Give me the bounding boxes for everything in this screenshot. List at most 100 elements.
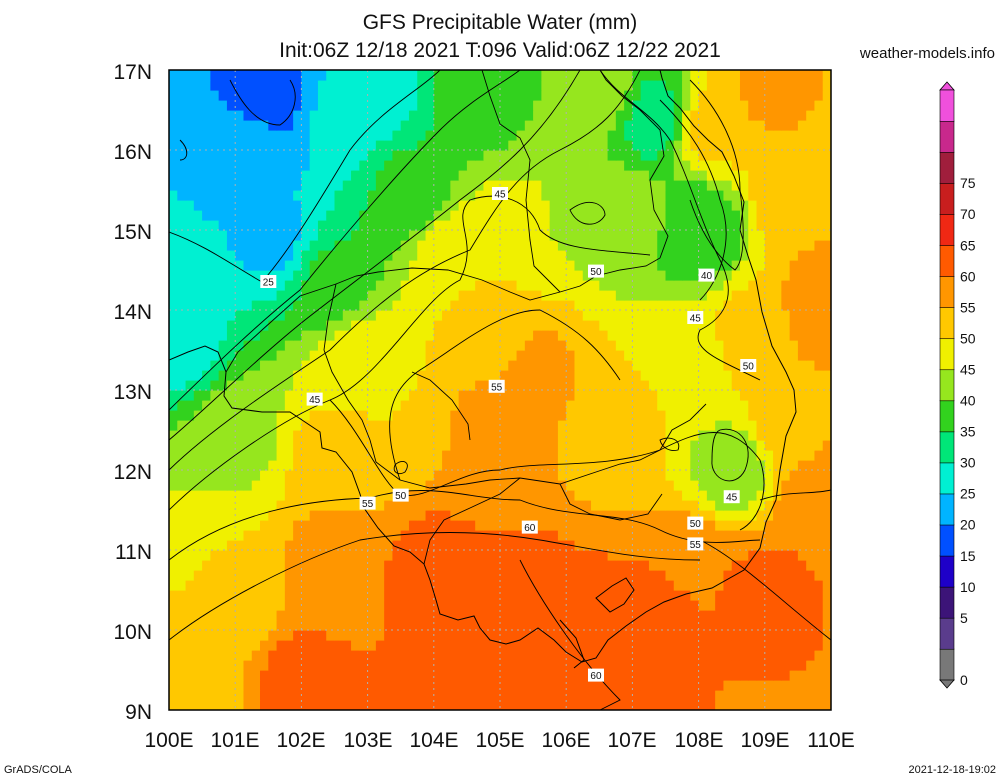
colorbar-segment bbox=[939, 462, 955, 495]
colorbar-max-arrow bbox=[939, 81, 955, 91]
contour-label-text: 45 bbox=[726, 493, 738, 504]
contour-label-text: 50 bbox=[590, 267, 602, 278]
colorbar-label: 65 bbox=[960, 237, 976, 253]
contour-label: 45 bbox=[687, 311, 704, 325]
colorbar-segment bbox=[939, 493, 955, 526]
contour-label: 55 bbox=[359, 496, 376, 510]
contour-labels: 25 45 50 40 45 50 45 55 50 55 45 60 50 55 60 bbox=[260, 187, 757, 682]
lat-label: 10N bbox=[113, 621, 152, 644]
colorbar-label: 20 bbox=[960, 517, 976, 533]
contour-label-text: 50 bbox=[743, 362, 755, 373]
lat-label: 12N bbox=[113, 461, 152, 484]
chart-title: GFS Precipitable Water (mm) bbox=[363, 11, 638, 34]
contour-label: 45 bbox=[723, 490, 740, 504]
lon-label: 104E bbox=[409, 729, 458, 752]
lat-label: 15N bbox=[113, 221, 152, 244]
lon-label: 101E bbox=[210, 729, 259, 752]
colorbar-segment bbox=[939, 648, 955, 681]
colorbar-segment bbox=[939, 617, 955, 650]
colorbar-min-arrow bbox=[939, 679, 955, 689]
colorbar-label: 55 bbox=[960, 299, 976, 315]
footer-software-label: GrADS/COLA bbox=[4, 764, 73, 776]
lon-label: 110E bbox=[807, 729, 855, 752]
colorbar-label: 40 bbox=[960, 393, 976, 409]
colorbar-segment bbox=[939, 307, 955, 340]
site-label: weather-models.info bbox=[859, 45, 995, 62]
colorbar-segment bbox=[939, 213, 955, 246]
colorbar-label: 30 bbox=[960, 455, 976, 471]
contour-label: 50 bbox=[740, 359, 757, 373]
lon-label: 107E bbox=[607, 729, 656, 752]
colorbar-segment bbox=[939, 586, 955, 619]
latitude-labels: 17N 16N 15N 14N 13N 12N 11N 10N 9N bbox=[113, 61, 152, 724]
lon-label: 103E bbox=[343, 729, 392, 752]
coastline bbox=[169, 70, 797, 669]
lat-label: 9N bbox=[125, 701, 152, 724]
lat-label: 11N bbox=[115, 541, 152, 564]
contour-label: 50 bbox=[587, 264, 604, 278]
colorbar-label: 0 bbox=[960, 672, 968, 688]
contour-label: 25 bbox=[260, 275, 277, 289]
contour-label: 60 bbox=[521, 520, 538, 534]
colorbar-label: 5 bbox=[960, 610, 968, 626]
colorbar-segment bbox=[939, 151, 955, 184]
precipitable-water-field bbox=[169, 70, 831, 710]
contour-lines bbox=[169, 70, 831, 710]
contour-label-text: 55 bbox=[491, 382, 503, 393]
colorbar-label: 45 bbox=[960, 362, 976, 378]
lat-label: 13N bbox=[113, 381, 152, 404]
colorbar-segment bbox=[939, 182, 955, 215]
contour-label: 50 bbox=[392, 488, 409, 502]
contour-label-text: 45 bbox=[309, 395, 321, 406]
map-frame bbox=[168, 69, 832, 711]
lat-label: 17N bbox=[113, 61, 152, 84]
footer-timestamp: 2021-12-18-19:02 bbox=[909, 764, 996, 776]
contour-label-text: 55 bbox=[362, 499, 374, 510]
contour-label: 55 bbox=[488, 379, 505, 393]
contour-label-text: 50 bbox=[395, 491, 407, 502]
colorbar-label: 60 bbox=[960, 268, 976, 284]
colorbar-label: 25 bbox=[960, 486, 976, 502]
colorbar-label: 35 bbox=[960, 424, 976, 440]
lon-label: 106E bbox=[541, 729, 590, 752]
longitude-labels: 100E 101E 102E 103E 104E 105E 106E 107E … bbox=[144, 729, 854, 752]
contour-label-text: 50 bbox=[690, 519, 702, 530]
contour-label: 45 bbox=[492, 187, 508, 201]
contour-label-text: 25 bbox=[263, 278, 275, 289]
contour-label-text: 40 bbox=[701, 271, 713, 282]
colorbar-segment bbox=[939, 555, 955, 588]
colorbar-segment bbox=[939, 524, 955, 557]
colorbar-segment bbox=[939, 276, 955, 308]
colorbar-segment bbox=[939, 89, 955, 122]
lon-label: 109E bbox=[740, 729, 789, 752]
lon-label: 102E bbox=[276, 729, 325, 752]
colorbar-label: 75 bbox=[960, 175, 976, 191]
colorbar-segment bbox=[939, 120, 955, 153]
contour-label-text: 45 bbox=[494, 190, 506, 201]
colorbar-label: 50 bbox=[960, 330, 976, 346]
lat-label: 14N bbox=[113, 301, 152, 324]
contour-label: 55 bbox=[687, 537, 704, 551]
lon-label: 100E bbox=[144, 729, 193, 752]
contour-label-text: 60 bbox=[590, 671, 602, 682]
contour-label-text: 45 bbox=[690, 314, 702, 325]
colorbar-label: 10 bbox=[960, 579, 976, 595]
colorbar-segment bbox=[939, 369, 955, 402]
colorbar-label: 15 bbox=[960, 548, 976, 564]
contour-label: 50 bbox=[687, 516, 704, 530]
lon-label: 105E bbox=[475, 729, 524, 752]
country-borders bbox=[225, 70, 707, 565]
contour-label: 60 bbox=[587, 668, 604, 682]
colorbar-segment bbox=[939, 400, 955, 433]
colorbar-segment bbox=[939, 244, 955, 277]
contour-label-text: 60 bbox=[524, 523, 536, 534]
colorbar-segment bbox=[939, 431, 955, 464]
colorbar-label: 70 bbox=[960, 206, 976, 222]
lon-label: 108E bbox=[674, 729, 723, 752]
colorbar-segment bbox=[939, 338, 955, 371]
lat-label: 16N bbox=[113, 141, 152, 164]
chart-subtitle: Init:06Z 12/18 2021 T:096 Valid:06Z 12/2… bbox=[279, 39, 721, 62]
contour-label: 40 bbox=[698, 268, 715, 282]
